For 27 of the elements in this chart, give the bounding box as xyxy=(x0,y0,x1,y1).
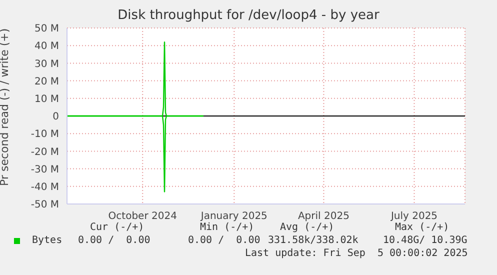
legend-label: Bytes xyxy=(31,235,62,246)
text: Cur (-/+) xyxy=(90,222,144,233)
text: 10.48G/ 10.39G xyxy=(383,235,468,246)
y-tick-label: 0 xyxy=(52,112,59,123)
x-tick-label: October 2024 xyxy=(108,211,177,222)
y-tick-label: -20 M xyxy=(30,146,59,158)
y-tick-label: -40 M xyxy=(30,182,59,193)
chart-title: Disk throughput for /dev/loop4 - by year xyxy=(116,8,380,23)
y-tick-label: -50 M xyxy=(30,200,59,211)
y-tick-label: -10 M xyxy=(30,129,59,140)
text: 0.00 / 0.00 xyxy=(78,235,150,246)
y-tick-label: 30 M xyxy=(34,58,59,70)
y-tick-label: 50 M xyxy=(34,24,59,35)
y-tick-label: -30 M xyxy=(30,164,59,176)
text: Min (-/+) xyxy=(200,222,254,233)
y-tick-label: 20 M xyxy=(34,76,59,88)
x-tick-label: January 2025 xyxy=(200,211,268,222)
text: 331.58k/338.02k xyxy=(268,235,358,246)
y-tick-label: 40 M xyxy=(34,41,59,52)
text: Last update: Fri Sep 5 00:00:02 2025 xyxy=(245,248,468,259)
y-axis-title: Pr second read (-) / write (+) xyxy=(0,28,11,186)
text: Max (-/+) xyxy=(395,222,450,233)
text: 0.00 / 0.00 xyxy=(188,235,260,246)
y-tick-label: 10 M xyxy=(34,94,59,105)
x-tick-label: April 2025 xyxy=(298,211,350,222)
text: Avg (-/+) xyxy=(280,222,334,233)
x-tick-label: July 2025 xyxy=(390,211,438,222)
